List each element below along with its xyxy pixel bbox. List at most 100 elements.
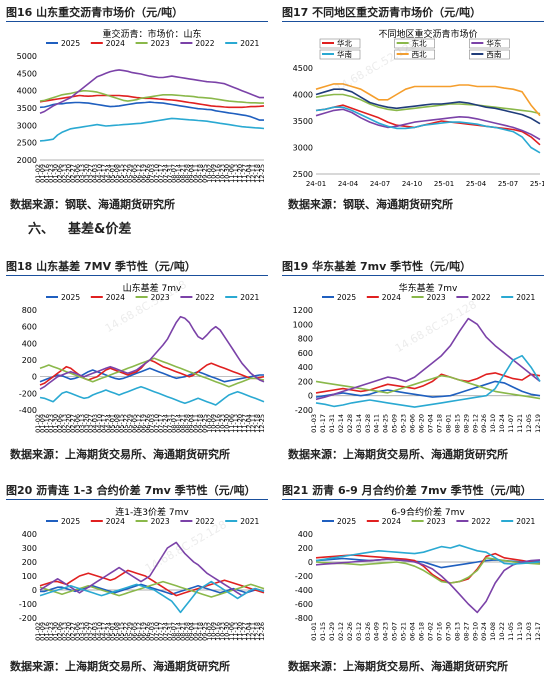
- chart-source: 数据来源：钢联、海通期货研究所: [10, 198, 175, 211]
- x-tick-label: 05-08: [113, 414, 121, 433]
- x-tick-label: 12-26: [258, 622, 266, 641]
- x-tick-label: 08-27: [462, 622, 470, 641]
- x-tick-label: 12-19: [534, 414, 542, 433]
- x-tick-label: 05-07: [391, 622, 399, 641]
- x-tick-label: 25-04: [466, 180, 487, 188]
- x-tick-label: 05-22: [122, 164, 130, 183]
- series-line-华南: [315, 106, 541, 154]
- y-tick-label: 1200: [293, 306, 313, 315]
- chart-caption: 图16 山东重交沥青市场价（元/吨）: [6, 6, 184, 19]
- x-tick-label: 01-30: [52, 164, 60, 183]
- legend-label: 2022: [471, 293, 490, 302]
- x-tick-label: 02-12: [337, 622, 345, 641]
- chart-panel-20: 图20 沥青连 1-3 合约价差 7mv 季节性（元/吨） 连1-连3价差 7m…: [6, 482, 268, 650]
- x-tick-label: 04-10: [95, 164, 103, 183]
- chart-caption: 图17 不同地区重交沥青市场价（元/吨）: [282, 6, 482, 19]
- x-tick-label: 07-04: [426, 414, 434, 433]
- x-tick-label: 08-14: [175, 164, 183, 183]
- x-tick-label: 05-29: [126, 164, 134, 183]
- x-tick-label: 04-10: [95, 622, 103, 641]
- x-tick-label: 10-10: [489, 414, 497, 433]
- x-tick-label: 04-17: [100, 622, 108, 641]
- x-tick-label: 01-31: [328, 414, 336, 433]
- chart-panel-17: 图17 不同地区重交沥青市场价（元/吨） 不同地区重交沥青市场价 华北 东北 华东 华南…: [282, 4, 544, 192]
- x-tick-label: 04-09: [373, 622, 381, 641]
- y-tick-label: 600: [22, 323, 37, 332]
- x-tick-label: 02-13: [60, 414, 68, 433]
- x-tick-label: 01-17: [319, 414, 327, 433]
- x-tick-label: 10-09: [210, 414, 218, 433]
- x-tick-label: 05-15: [117, 414, 125, 433]
- y-tick-label: 400: [22, 530, 37, 539]
- series-line-2024: [39, 569, 265, 597]
- y-tick-label: 2500: [293, 170, 313, 179]
- legend-label: 2025: [61, 293, 80, 302]
- x-tick-label: 08-21: [179, 164, 187, 183]
- y-tick-label: 400: [298, 363, 313, 372]
- x-tick-label: 08-14: [175, 414, 183, 433]
- x-tick-label: 04-24: [104, 622, 112, 641]
- x-tick-label: 11-13: [232, 622, 240, 641]
- legend-label: 2022: [195, 517, 214, 526]
- y-tick-label: 600: [298, 349, 313, 358]
- legend-box: [394, 49, 435, 60]
- series-line-2024: [39, 94, 265, 109]
- x-tick-label: 10-09: [210, 164, 218, 183]
- y-tick-label: 3500: [293, 117, 313, 126]
- x-tick-label: 08-21: [179, 414, 187, 433]
- x-tick-label: 12-17: [534, 622, 542, 641]
- x-tick-label: 08-01: [444, 414, 452, 433]
- x-tick-label: 09-04: [188, 414, 196, 433]
- x-tick-label: 10-02: [205, 414, 213, 433]
- x-tick-label: 07-03: [148, 414, 156, 433]
- x-tick-label: 06-04: [409, 622, 417, 641]
- x-tick-label: 03-27: [87, 164, 95, 183]
- x-tick-label: 05-01: [109, 414, 117, 433]
- series-line-2022: [39, 69, 264, 114]
- x-tick-label: 08-07: [170, 414, 178, 433]
- x-tick-label: 09-25: [201, 164, 209, 183]
- x-tick-label: 24-10: [402, 180, 422, 188]
- y-tick-label: 4500: [293, 64, 313, 73]
- chart-title: 山东基差 7mv: [123, 282, 182, 294]
- x-tick-label: 08-21: [179, 622, 187, 641]
- legend-label: 2024: [106, 39, 125, 48]
- legend-label: 2024: [382, 293, 401, 302]
- chart-title: 6-9合约价差 7mv: [391, 506, 465, 518]
- y-tick-label: 0: [32, 373, 37, 382]
- x-tick-label: 04-10: [95, 414, 103, 433]
- y-tick-label: 800: [298, 335, 313, 344]
- x-tick-label: 11-05: [507, 622, 515, 641]
- legend-label: 2023: [151, 39, 170, 48]
- x-tick-label: 03-06: [74, 164, 82, 183]
- legend-label: 2024: [106, 293, 125, 302]
- series-line-2022: [315, 317, 541, 401]
- y-tick-label: -200: [19, 389, 37, 398]
- y-tick-label: 0: [308, 558, 313, 567]
- x-tick-label: 09-18: [197, 622, 205, 641]
- x-tick-label: 01-02: [34, 414, 42, 433]
- x-tick-label: 05-22: [122, 622, 130, 641]
- chart-source: 数据来源：上海期货交易所、海通期货研究所: [288, 448, 508, 461]
- x-tick-label: 01-15: [319, 622, 327, 641]
- legend-label: 2021: [516, 293, 535, 302]
- x-tick-label: 01-16: [43, 164, 51, 183]
- x-tick-label: 07-18: [435, 414, 443, 433]
- legend-label: 西南: [486, 49, 501, 59]
- x-tick-label: 05-08: [113, 622, 121, 641]
- x-tick-label: 06-19: [139, 414, 147, 433]
- x-tick-label: 05-15: [117, 622, 125, 641]
- x-tick-label: 12-03: [525, 622, 533, 641]
- x-tick-label: 10-16: [214, 622, 222, 641]
- x-tick-label: 07-10: [153, 414, 161, 433]
- y-tick-label: 1000: [293, 320, 313, 329]
- y-tick-label: 0: [308, 392, 313, 401]
- legend-label: 2021: [240, 39, 259, 48]
- y-tick-label: 4500: [17, 69, 37, 78]
- y-tick-label: 2000: [17, 156, 37, 165]
- x-tick-label: 03-20: [82, 414, 90, 433]
- legend-label: 2021: [516, 517, 535, 526]
- series-line-2025: [39, 101, 264, 121]
- x-tick-label: 01-02: [34, 164, 42, 183]
- y-tick-label: 800: [22, 306, 37, 315]
